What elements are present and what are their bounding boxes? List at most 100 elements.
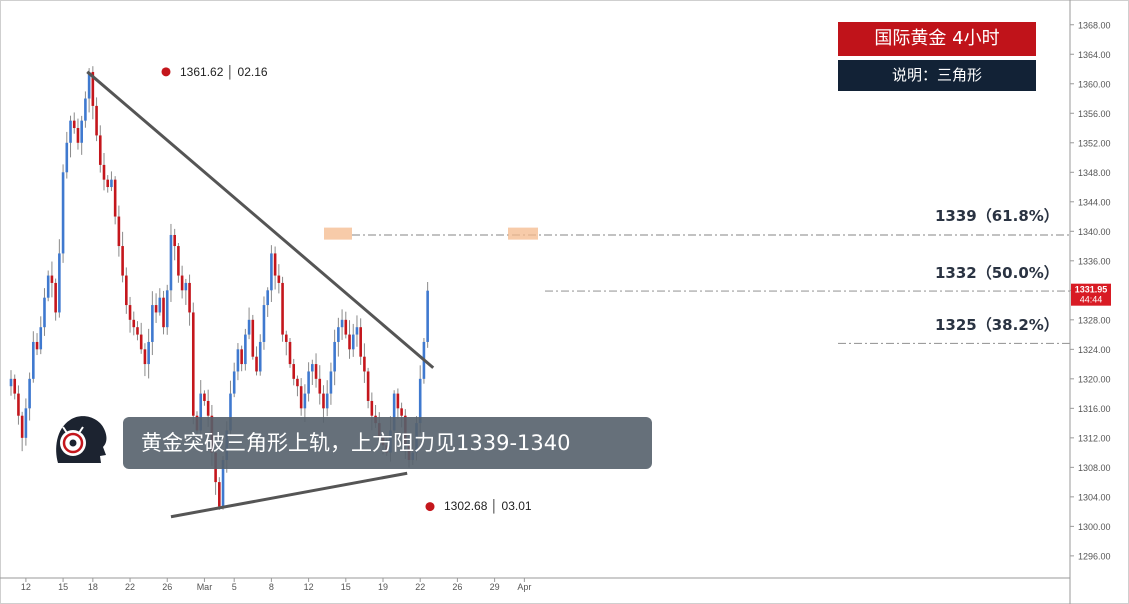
candle-body — [232, 371, 236, 394]
y-tick-label: 1296.00 — [1078, 551, 1111, 561]
candle — [24, 398, 28, 446]
candle-body — [307, 371, 310, 394]
candle-body — [288, 341, 292, 365]
candle — [110, 171, 113, 192]
y-axis: 1296.00 1300.00 1304.00 1308.00 1312.00 1316.… — [1069, 0, 1111, 604]
candle-body — [199, 393, 203, 431]
candle — [58, 239, 61, 318]
candle-body — [32, 341, 35, 379]
candle — [43, 288, 46, 336]
candle-body — [110, 179, 113, 188]
candle-body — [284, 334, 288, 342]
candle — [35, 333, 39, 356]
candle — [139, 322, 143, 354]
y-tick-label: 1364.00 — [1078, 50, 1111, 60]
candle — [232, 362, 236, 398]
fib-label-61.8: 1339（61.8%） — [935, 207, 1059, 225]
candle-body — [281, 282, 284, 335]
y-tick-label: 1328.00 — [1078, 315, 1111, 325]
markers — [161, 67, 435, 512]
candle — [20, 411, 24, 452]
x-tick-label: Apr — [517, 582, 531, 592]
y-tick-label: 1304.00 — [1078, 492, 1111, 502]
resistance-highlight — [508, 227, 538, 240]
candle-body — [13, 378, 17, 394]
candle — [281, 276, 284, 342]
candle — [314, 353, 318, 388]
candle — [311, 359, 314, 386]
candle-body — [348, 334, 351, 350]
candle — [169, 223, 173, 302]
x-tick-label: 12 — [21, 582, 31, 592]
candle-body — [247, 319, 251, 335]
x-tick-label: 15 — [341, 582, 351, 592]
candle — [203, 390, 206, 406]
candle — [273, 246, 277, 290]
candle-body — [58, 253, 61, 313]
candle-body — [121, 246, 124, 276]
candle-body — [359, 327, 362, 357]
candle — [98, 125, 102, 173]
candle-body — [258, 341, 262, 372]
candle-body — [270, 253, 273, 291]
candle — [39, 316, 43, 355]
candle — [307, 362, 310, 402]
candle — [9, 370, 13, 396]
candle — [351, 323, 355, 357]
candle — [32, 331, 35, 383]
x-tick-label: 29 — [490, 582, 500, 592]
candle — [121, 231, 124, 283]
candle — [303, 384, 307, 422]
candle-body — [303, 393, 307, 409]
candle — [247, 307, 251, 340]
fib-label-38.2: 1325（38.2%） — [935, 316, 1059, 334]
candle-body — [311, 364, 314, 372]
candle-body — [392, 393, 396, 431]
candle — [80, 115, 83, 155]
candle — [84, 91, 87, 128]
candle — [340, 309, 344, 340]
candle-body — [236, 349, 240, 372]
candle-body — [229, 393, 232, 431]
y-tick-label: 1356.00 — [1078, 109, 1111, 119]
candle-body — [244, 334, 247, 365]
x-tick-label: 12 — [304, 582, 314, 592]
candle-body — [292, 364, 296, 379]
candle — [288, 338, 292, 368]
candle-body — [132, 319, 136, 328]
candle — [61, 164, 65, 263]
candle-body — [80, 120, 83, 143]
candle-body — [418, 378, 422, 424]
candle-body — [20, 415, 24, 438]
candle — [128, 296, 132, 333]
x-tick-label: Mar — [197, 582, 213, 592]
x-tick-label: 22 — [125, 582, 135, 592]
x-tick-label: 26 — [162, 582, 172, 592]
x-axis: 12 15 18 22 26 Mar 5 8 12 15 19 22 26 29 Apr — [0, 577, 1070, 592]
candle-body — [106, 179, 110, 188]
candle — [236, 343, 240, 381]
candle-body — [102, 164, 106, 180]
candle — [366, 367, 370, 409]
candle — [188, 274, 191, 326]
candle-body — [35, 341, 39, 350]
candle-body — [69, 120, 72, 143]
candle — [180, 265, 184, 299]
candle-body — [188, 282, 191, 313]
candle-body — [117, 216, 121, 247]
candle-body — [46, 275, 50, 298]
candle — [95, 97, 98, 142]
candle — [348, 320, 351, 359]
candle-body — [240, 349, 243, 365]
candle-body — [154, 305, 158, 313]
highlights — [324, 227, 538, 240]
candle — [173, 228, 176, 261]
candle-body — [180, 275, 184, 291]
candle-body — [340, 319, 344, 328]
candle-body — [28, 378, 31, 409]
candle-body — [277, 275, 281, 283]
candle-body — [87, 71, 91, 99]
candle — [270, 245, 273, 302]
candle — [355, 315, 359, 347]
